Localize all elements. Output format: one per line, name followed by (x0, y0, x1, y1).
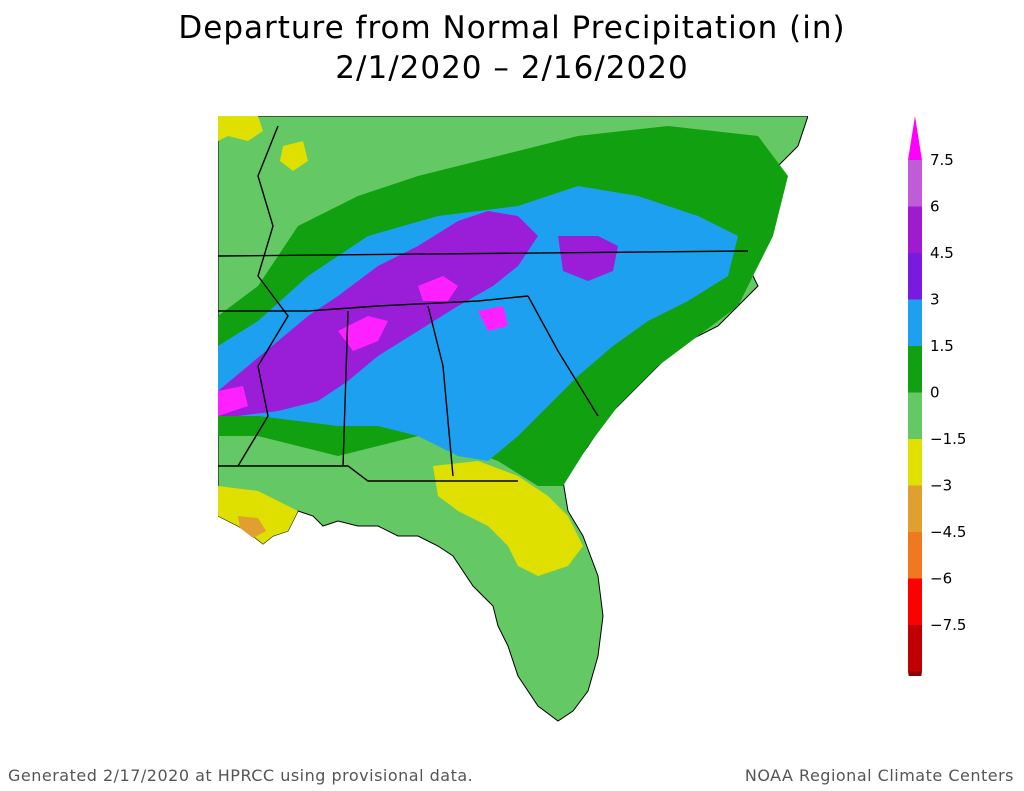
legend-swatch (908, 253, 922, 300)
legend-swatch (908, 206, 922, 253)
very-dry-area (238, 516, 266, 538)
legend-label: 0 (930, 384, 940, 402)
footer-generated-note: Generated 2/17/2020 at HPRCC using provi… (8, 766, 474, 785)
color-legend: 7.5 6 4.5 3 1.5 0 −1.5 −3 −4.5 −6 −7.5 (908, 116, 966, 676)
legend-label: 1.5 (930, 337, 954, 355)
legend-label: −4.5 (930, 523, 966, 541)
title-line-1: Departure from Normal Precipitation (in) (178, 10, 846, 46)
legend-swatch (908, 625, 922, 672)
legend-label: −3 (930, 477, 952, 495)
max-wet-area-2 (418, 276, 458, 301)
state-boundaries (218, 125, 749, 482)
legend-swatch (908, 392, 922, 439)
legend-swatch (908, 160, 922, 207)
legend-label: 4.5 (930, 244, 954, 262)
legend-swatch (908, 578, 922, 625)
dry-area-florida (433, 461, 583, 576)
wet-band-purple (218, 211, 538, 416)
dry-area-north (218, 116, 263, 141)
max-wet-area-4 (218, 386, 248, 416)
legend-label: −6 (930, 570, 952, 588)
precipitation-departure-map (218, 116, 808, 722)
title-line-2: 2/1/2020 – 2/16/2020 (335, 50, 689, 86)
max-wet-area (338, 316, 388, 351)
dry-area-gulf (218, 486, 298, 544)
legend-label: 7.5 (930, 151, 954, 169)
legend-swatch (908, 485, 922, 532)
legend-bins (908, 116, 922, 676)
legend-label: 6 (930, 198, 940, 216)
legend-label: −7.5 (930, 616, 966, 634)
dry-area-mid (280, 141, 308, 171)
legend-swatch (908, 299, 922, 346)
legend-label: −1.5 (930, 430, 966, 448)
wet-band-purple-east (558, 236, 618, 281)
legend-swatch (908, 439, 922, 486)
max-wet-area-3 (478, 306, 508, 331)
map-title: Departure from Normal Precipitation (in)… (0, 8, 1024, 88)
legend-labels: 7.5 6 4.5 3 1.5 0 −1.5 −3 −4.5 −6 −7.5 (930, 151, 966, 634)
legend-swatch (908, 346, 922, 393)
legend-top-cap (908, 116, 922, 160)
footer-credit: NOAA Regional Climate Centers (744, 766, 1014, 785)
legend-bottom-cap (908, 671, 922, 676)
legend-label: 3 (930, 291, 940, 309)
legend-swatch (908, 532, 922, 579)
